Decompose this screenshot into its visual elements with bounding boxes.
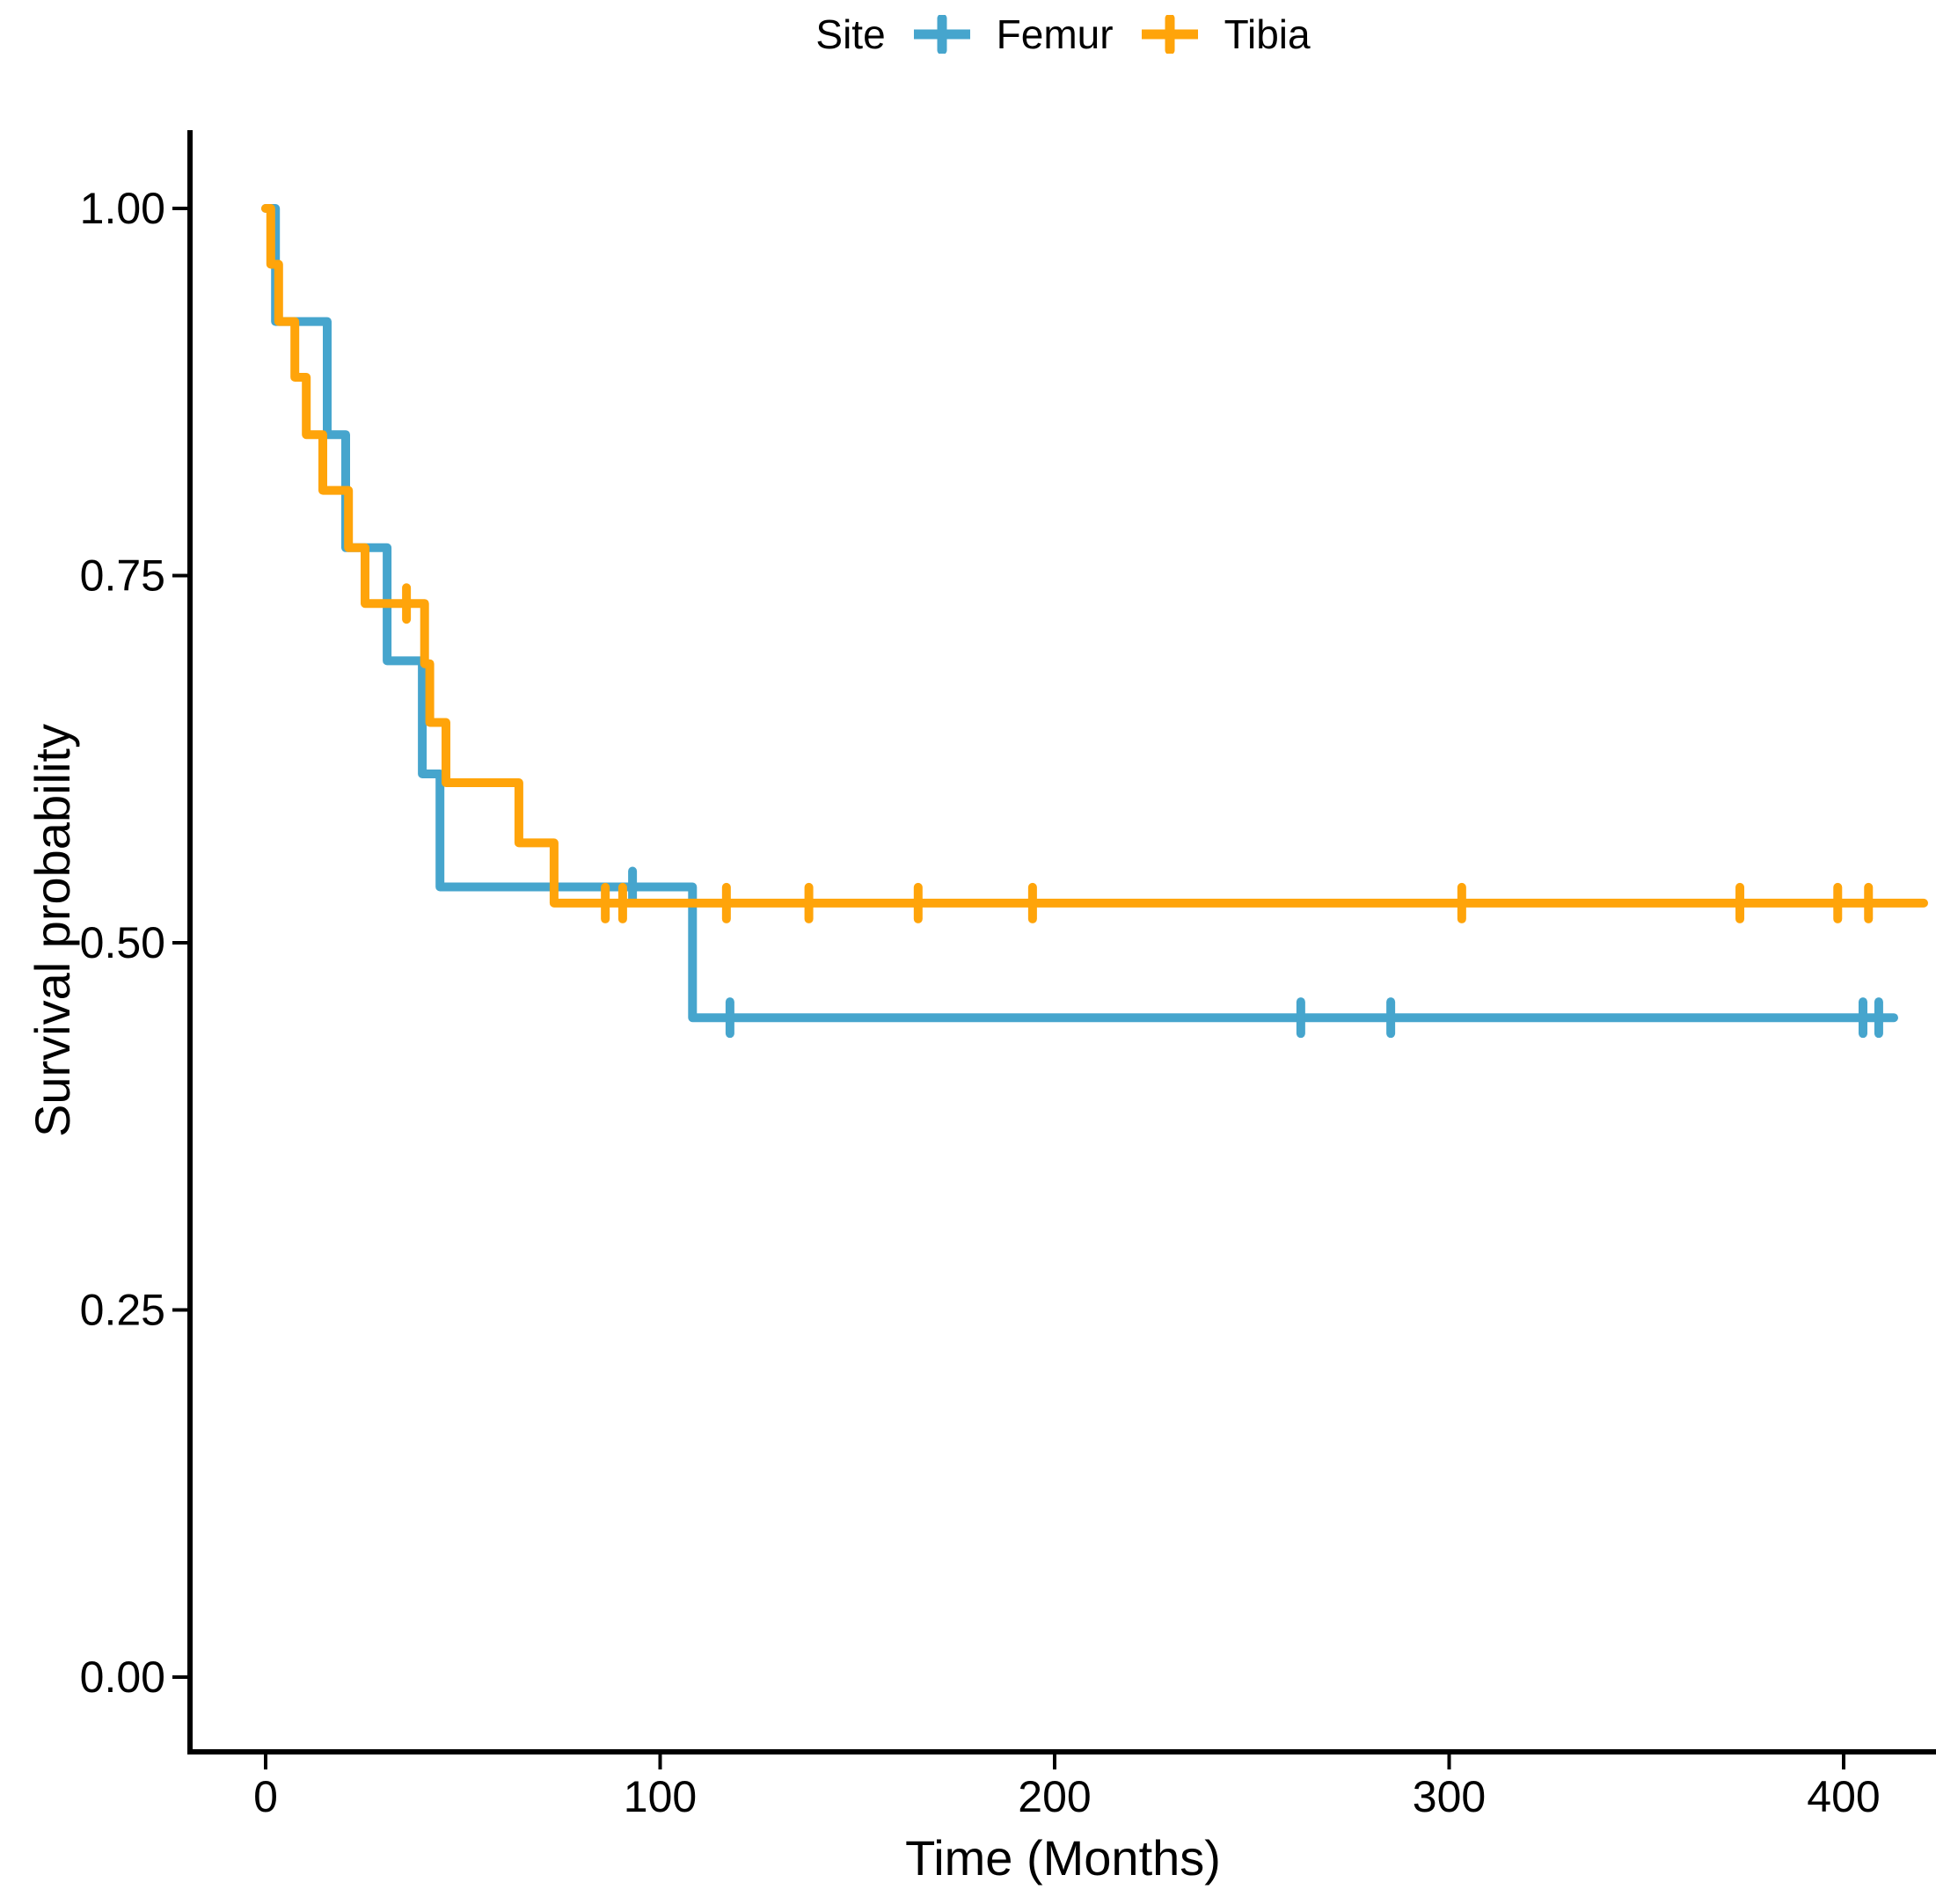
y-axis-tick-label-0.75: 0.75 [80, 551, 165, 601]
x-axis-tick-label-100: 100 [624, 1772, 697, 1821]
x-axis-tick-label-400: 400 [1807, 1772, 1880, 1821]
censor-plus-icon-femur [913, 15, 970, 54]
legend: Site Femur Tibia [190, 4, 1936, 65]
legend-label-tibia: Tibia [1224, 11, 1311, 57]
censor-plus-icon-tibia [1141, 15, 1198, 54]
x-axis-tick-label-0: 0 [253, 1772, 278, 1821]
legend-title: Site [815, 11, 886, 57]
x-axis-tick-label-300: 300 [1413, 1772, 1486, 1821]
y-axis-title: Survival probability [25, 724, 80, 1137]
legend-label-femur: Femur [996, 11, 1114, 57]
femur-survival-curve [261, 204, 1898, 1023]
tibia-survival-curve [261, 204, 1928, 908]
y-axis-tick-label-0.25: 0.25 [80, 1286, 165, 1335]
y-axis-tick-label-0.50: 0.50 [80, 918, 165, 967]
legend-item-tibia: Tibia [1141, 11, 1311, 58]
legend-item-femur: Femur [913, 11, 1114, 58]
x-axis-title: Time (Months) [905, 1830, 1221, 1886]
y-axis-tick-label-1.00: 1.00 [80, 184, 165, 233]
x-axis-tick-label-200: 200 [1018, 1772, 1091, 1821]
y-axis-tick-label-0.00: 0.00 [80, 1652, 165, 1702]
